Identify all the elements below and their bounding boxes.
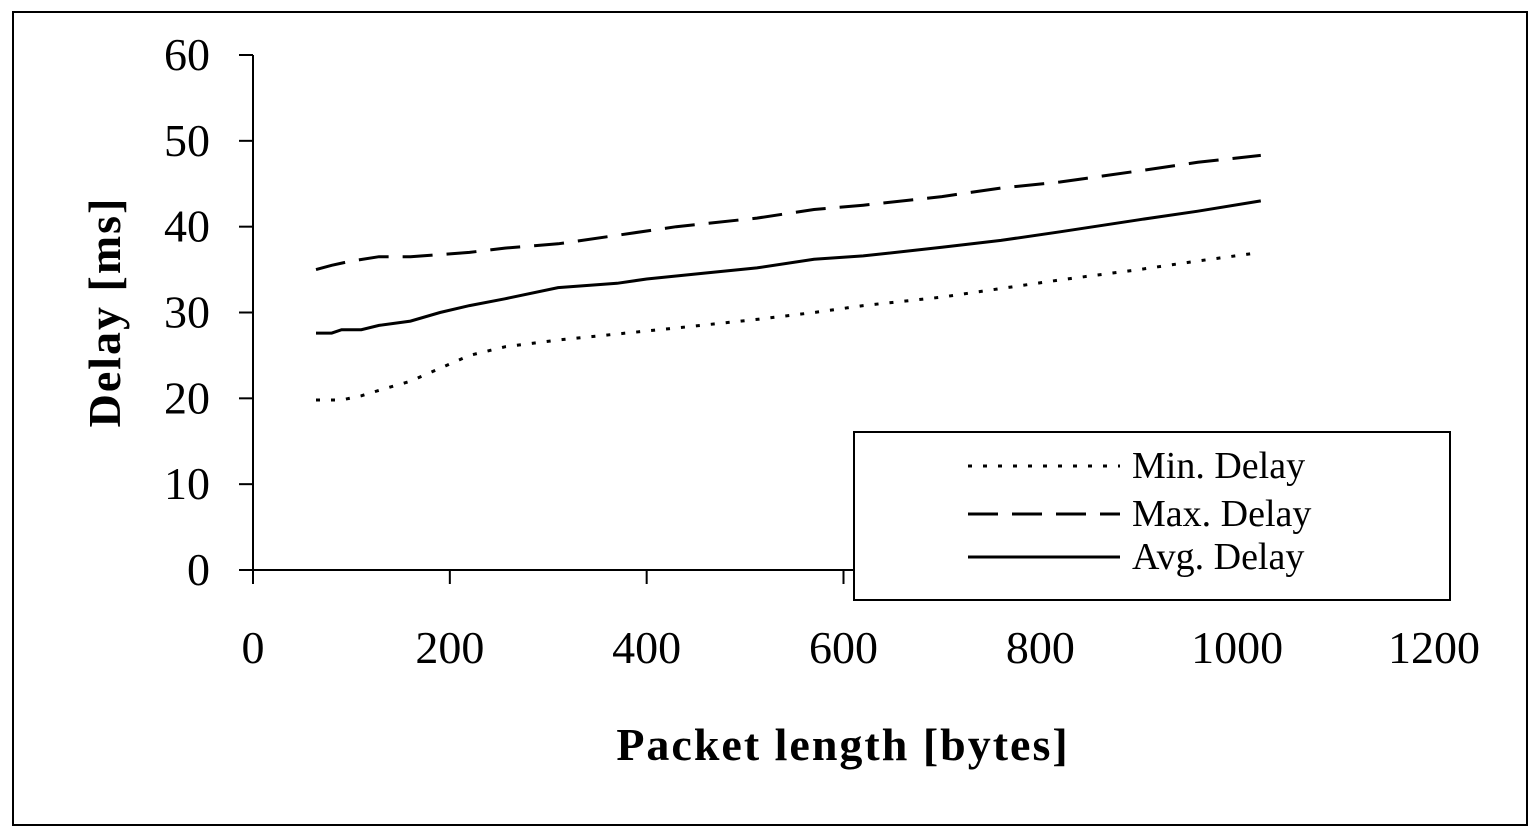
x-tick-label: 0 xyxy=(242,622,265,673)
legend-box xyxy=(853,431,1451,601)
x-tick-label: 600 xyxy=(809,622,878,673)
x-tick-label: 400 xyxy=(612,622,681,673)
y-tick-label: 50 xyxy=(164,115,210,166)
y-tick-label: 60 xyxy=(164,29,210,80)
legend-label-1: Max. Delay xyxy=(1132,493,1311,535)
x-tick-label: 1200 xyxy=(1388,622,1480,673)
series-line-1 xyxy=(315,153,1261,272)
y-tick-label: 40 xyxy=(164,201,210,252)
y-axis-title: Delay [ms] xyxy=(79,197,130,428)
x-tick-label: 200 xyxy=(415,622,484,673)
legend-label-0: Min. Delay xyxy=(1132,445,1305,487)
y-tick-label: 0 xyxy=(187,544,210,595)
chart-frame xyxy=(12,11,1528,826)
x-tick-label: 800 xyxy=(1006,622,1075,673)
x-tick-label: 1000 xyxy=(1191,622,1283,673)
series-line-2 xyxy=(316,199,1262,335)
x-axis-title: Packet length [bytes] xyxy=(616,719,1069,770)
y-tick-label: 30 xyxy=(164,287,210,338)
y-tick-label: 20 xyxy=(164,372,210,423)
y-tick-label: 10 xyxy=(164,458,210,509)
series-layer xyxy=(315,153,1262,402)
legend-label-2: Avg. Delay xyxy=(1132,536,1304,578)
